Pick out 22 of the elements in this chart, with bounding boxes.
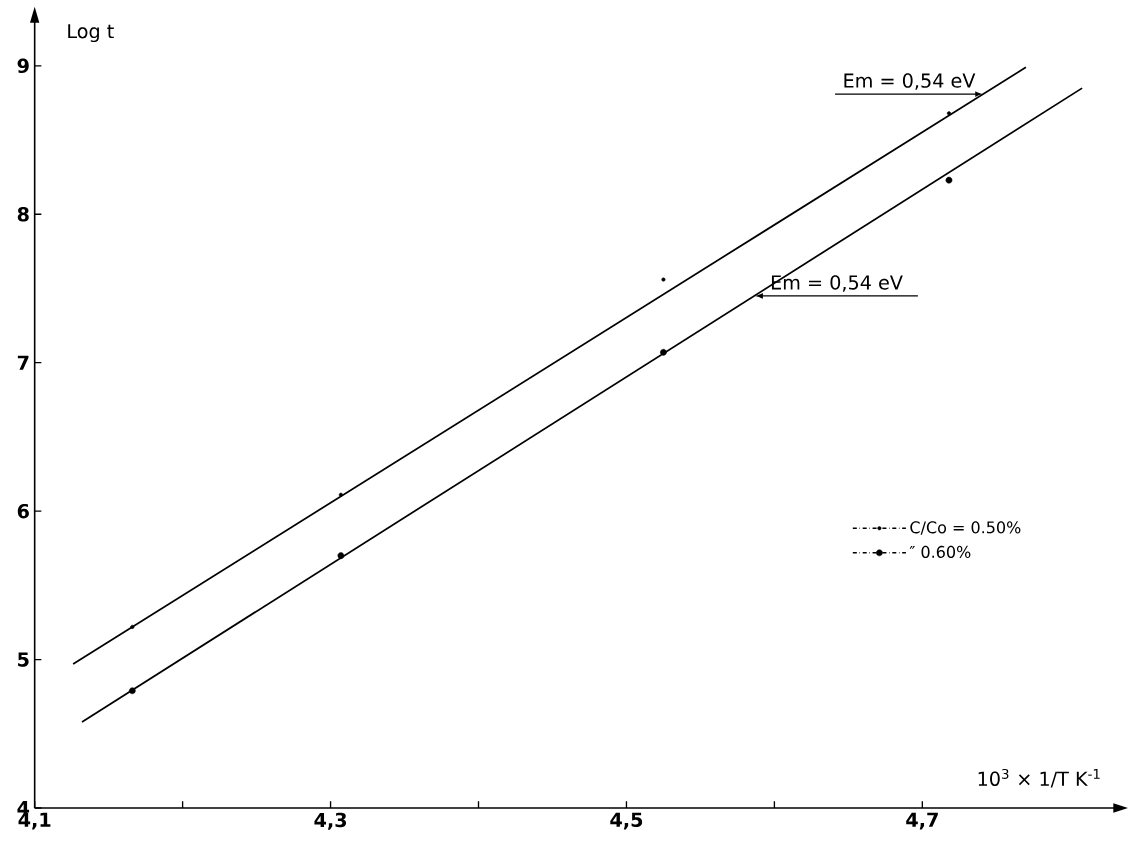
point bbox=[946, 111, 951, 116]
point bbox=[945, 176, 953, 184]
x-tick-label: 4,7 bbox=[906, 812, 938, 830]
annotation: Em = 0,54 eV bbox=[844, 73, 976, 90]
point bbox=[661, 277, 666, 282]
y-tick-label: 7 bbox=[17, 355, 29, 370]
x-tick-label: 4,5 bbox=[610, 812, 643, 830]
x-tick-label: 4,3 bbox=[314, 812, 347, 830]
y-tick-label: 5 bbox=[18, 652, 29, 667]
point bbox=[130, 624, 135, 629]
y-tick-label: 8 bbox=[17, 207, 29, 222]
legend-label: ″ 0.60% bbox=[909, 545, 971, 558]
point bbox=[128, 687, 136, 695]
legend-label: C/Co = 0.50% bbox=[910, 521, 1021, 535]
y-tick-label: 6 bbox=[17, 503, 29, 519]
y-axis-title: Log t bbox=[68, 24, 114, 43]
y-tick-label: 9 bbox=[17, 58, 29, 74]
point bbox=[337, 552, 345, 559]
point bbox=[338, 492, 343, 497]
annotation: Em = 0,54 eV bbox=[771, 275, 903, 292]
x-axis-title: 10$^{3}$ × 1/T K$^{-1}$ bbox=[978, 768, 1100, 788]
point bbox=[660, 348, 667, 356]
